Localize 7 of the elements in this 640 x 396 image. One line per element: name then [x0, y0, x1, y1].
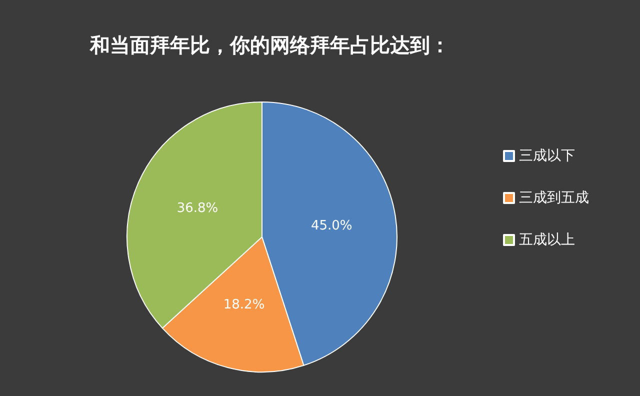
- legend-label: 三成到五成: [519, 190, 589, 206]
- chart-title: 和当面拜年比，你的网络拜年占比达到：: [89, 33, 450, 57]
- data-label: 18.2%: [223, 298, 265, 313]
- legend-label: 三成以下: [519, 148, 575, 164]
- legend-label: 五成以上: [519, 232, 575, 248]
- data-label: 45.0%: [310, 218, 352, 234]
- data-label: 36.8%: [176, 201, 218, 216]
